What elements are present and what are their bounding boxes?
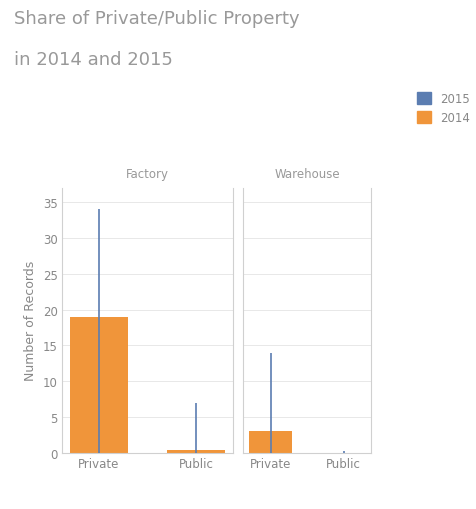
Bar — [248, 432, 292, 453]
Y-axis label: Number of Records: Number of Records — [24, 261, 37, 381]
Legend: 2015, 2014: 2015, 2014 — [416, 93, 470, 124]
Bar — [69, 317, 128, 453]
Text: Share of Private/Public Property: Share of Private/Public Property — [14, 10, 300, 28]
Text: Factory: Factory — [126, 167, 169, 180]
Bar — [167, 450, 226, 453]
Text: Warehouse: Warehouse — [274, 167, 340, 180]
Text: in 2014 and 2015: in 2014 and 2015 — [14, 51, 173, 69]
